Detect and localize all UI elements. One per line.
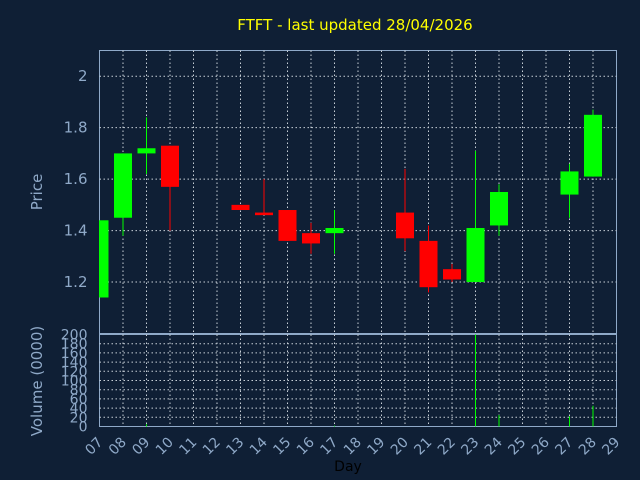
volume-gridlines bbox=[99, 334, 617, 427]
x-tick-label: 08 bbox=[106, 435, 130, 459]
price-gridlines bbox=[99, 50, 617, 334]
x-tick-label: 22 bbox=[435, 435, 459, 459]
candle-body bbox=[325, 228, 344, 234]
x-tick-label: 07 bbox=[82, 435, 106, 459]
price-tick-label: 1.6 bbox=[64, 170, 88, 188]
candles bbox=[99, 109, 602, 298]
x-tick-label: 13 bbox=[223, 435, 247, 459]
volume-tick-label: 140 bbox=[61, 355, 88, 371]
candle-21 bbox=[419, 225, 438, 293]
candle-body bbox=[443, 269, 461, 280]
candle-13 bbox=[231, 204, 250, 211]
candle-body bbox=[114, 153, 132, 218]
candle-body bbox=[278, 210, 297, 241]
candle-28 bbox=[584, 109, 602, 177]
volume-plot-frame bbox=[99, 334, 617, 427]
x-tick-label: 29 bbox=[599, 435, 623, 459]
candle-08 bbox=[114, 153, 132, 236]
x-tick-label: 15 bbox=[270, 435, 294, 459]
x-tick-label: 23 bbox=[458, 435, 482, 459]
volume-tick-label: 100 bbox=[61, 374, 88, 390]
x-tick-label: 14 bbox=[247, 434, 271, 458]
x-tick-label: 16 bbox=[294, 434, 318, 458]
x-tick-label: 20 bbox=[388, 435, 412, 459]
x-tick-label: 24 bbox=[482, 434, 506, 458]
candle-body bbox=[560, 171, 579, 195]
candle-body bbox=[255, 212, 273, 216]
price-panel: 1.2 1.4 1.6 1.8 2 Price bbox=[28, 50, 617, 334]
volume-bars bbox=[146, 334, 594, 427]
x-axis-ticks: 07 08 09 10 11 12 13 14 15 16 17 18 19 20 21 22 23 24 25 26… bbox=[82, 434, 623, 458]
price-axis-label: Price bbox=[28, 174, 46, 211]
candle-body bbox=[231, 204, 250, 211]
volume-tick-label: 20 bbox=[70, 410, 88, 426]
candle-10 bbox=[161, 145, 179, 231]
x-tick-label: 19 bbox=[364, 435, 388, 459]
candle-body bbox=[161, 145, 179, 187]
candle-22 bbox=[443, 264, 461, 283]
candle-body bbox=[419, 240, 438, 288]
volume-tick-label: 180 bbox=[61, 337, 88, 353]
candle-body bbox=[584, 114, 602, 177]
candle-07 bbox=[99, 220, 109, 298]
x-tick-label: 17 bbox=[317, 435, 341, 459]
volume-axis-label: Volume (0000) bbox=[28, 326, 46, 436]
x-tick-label: 18 bbox=[341, 435, 365, 459]
candle-09 bbox=[137, 117, 156, 174]
candle-17 bbox=[325, 210, 344, 254]
x-tick-label: 28 bbox=[576, 435, 600, 459]
x-tick-label: 25 bbox=[505, 435, 529, 459]
chart-title: FTFT - last updated 28/04/2026 bbox=[237, 16, 472, 34]
candle-body bbox=[99, 220, 109, 298]
price-tick-label: 1.8 bbox=[64, 119, 88, 137]
volume-tick-label: 40 bbox=[70, 401, 88, 417]
x-tick-label: 27 bbox=[552, 435, 576, 459]
x-tick-label: 12 bbox=[200, 435, 224, 459]
candle-27 bbox=[560, 163, 579, 218]
candle-body bbox=[137, 148, 156, 154]
price-tick-label: 1.4 bbox=[64, 222, 88, 240]
x-tick-label: 10 bbox=[153, 435, 177, 459]
volume-tick-label: 120 bbox=[61, 364, 88, 380]
candle-16 bbox=[302, 222, 320, 254]
volume-tick-label: 60 bbox=[70, 392, 88, 408]
candle-body bbox=[396, 212, 414, 239]
candle-14 bbox=[255, 179, 273, 216]
candle-body bbox=[466, 228, 485, 283]
volume-tick-label: 80 bbox=[70, 383, 88, 399]
candle-24 bbox=[490, 184, 508, 236]
volume-tick-label: 0 bbox=[79, 420, 88, 436]
volume-tick-label: 200 bbox=[61, 328, 88, 344]
x-axis-label: Day bbox=[334, 459, 362, 475]
price-tick-label: 1.2 bbox=[64, 273, 88, 291]
volume-tick-label: 160 bbox=[61, 346, 88, 362]
x-tick-label: 21 bbox=[411, 435, 435, 459]
candle-23 bbox=[466, 150, 485, 283]
x-tick-label: 11 bbox=[176, 435, 200, 459]
x-tick-label: 26 bbox=[529, 434, 553, 458]
candle-15 bbox=[278, 210, 297, 241]
price-tick-label: 2 bbox=[78, 67, 88, 85]
candle-20 bbox=[396, 168, 414, 252]
candle-body bbox=[302, 233, 320, 244]
x-tick-label: 09 bbox=[129, 435, 153, 459]
candle-body bbox=[490, 192, 508, 226]
price-y-ticks: 1.2 1.4 1.6 1.8 2 bbox=[64, 67, 88, 291]
